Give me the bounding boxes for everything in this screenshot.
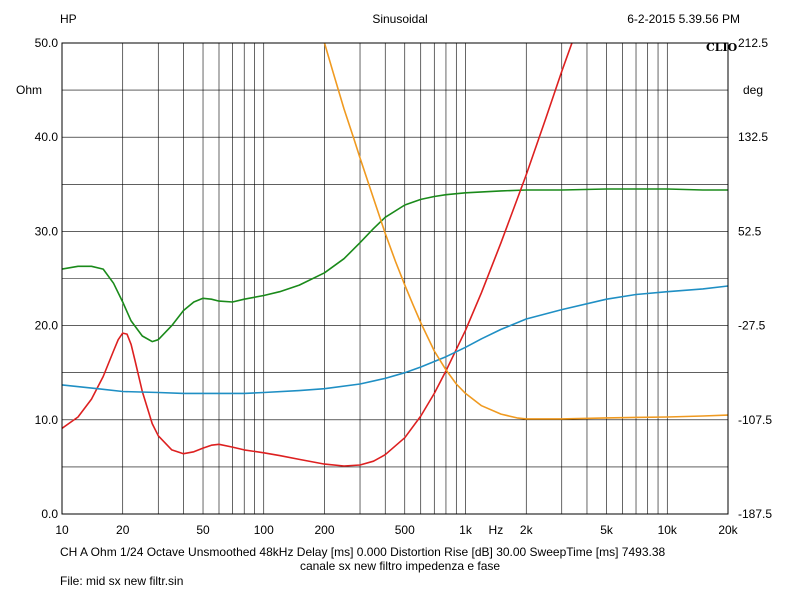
y-right-tick-label: -187.5 [738,507,772,521]
x-axis-unit: Hz [489,523,504,537]
y-right-tick-label: -107.5 [738,413,772,427]
series-line-1 [62,188,728,343]
measurement-settings: CH A Ohm 1/24 Octave Unsmoothed 48kHz De… [60,545,666,559]
x-tick-label: 50 [196,523,210,537]
x-tick-label: 10 [55,523,69,537]
x-tick-label: 20 [116,523,130,537]
y-left-tick-label: 20.0 [35,319,59,333]
header-timestamp: 6-2-2015 5.39.56 PM [627,12,740,26]
x-tick-label: 500 [395,523,415,537]
series-line-4 [323,43,728,420]
grid-layer [61,43,729,514]
y-left-tick-label: 0.0 [41,507,58,521]
header-title: Sinusoidal [372,12,428,26]
file-name: File: mid sx new filtr.sin [60,574,184,588]
x-tick-label: 1k [459,523,473,537]
plot-frame [61,42,729,515]
series-line-2 [62,43,573,467]
series-line-3 [62,285,728,395]
label-layer: 10 20 50 100 200 500 1k 2k 5k 10k 20k Hz 0.0 10.0 20.0… [16,36,772,537]
y-left-unit: Ohm [16,83,42,97]
x-tick-label: 2k [520,523,534,537]
y-right-tick-label: 132.5 [738,130,768,144]
y-right-tick-label: -27.5 [738,319,766,333]
x-tick-label: 20k [718,523,738,537]
y-right-unit: deg [743,83,763,97]
y-right-tick-label: 52.5 [738,224,762,238]
y-left-tick-label: 30.0 [35,224,59,238]
y-left-tick-label: 50.0 [35,36,59,50]
header-channel-label: HP [60,12,77,26]
brand-logo-text: CLIO [706,41,738,54]
y-right-tick-label: 212.5 [738,36,768,50]
y-left-tick-label: 40.0 [35,130,59,144]
x-tick-label: 10k [658,523,678,537]
x-tick-label: 5k [600,523,614,537]
y-left-tick-label: 10.0 [35,413,59,427]
series-layer [62,43,728,467]
chart-caption: canale sx new filtro impedenza e fase [299,559,501,573]
x-tick-label: 200 [314,523,334,537]
x-tick-label: 100 [254,523,274,537]
